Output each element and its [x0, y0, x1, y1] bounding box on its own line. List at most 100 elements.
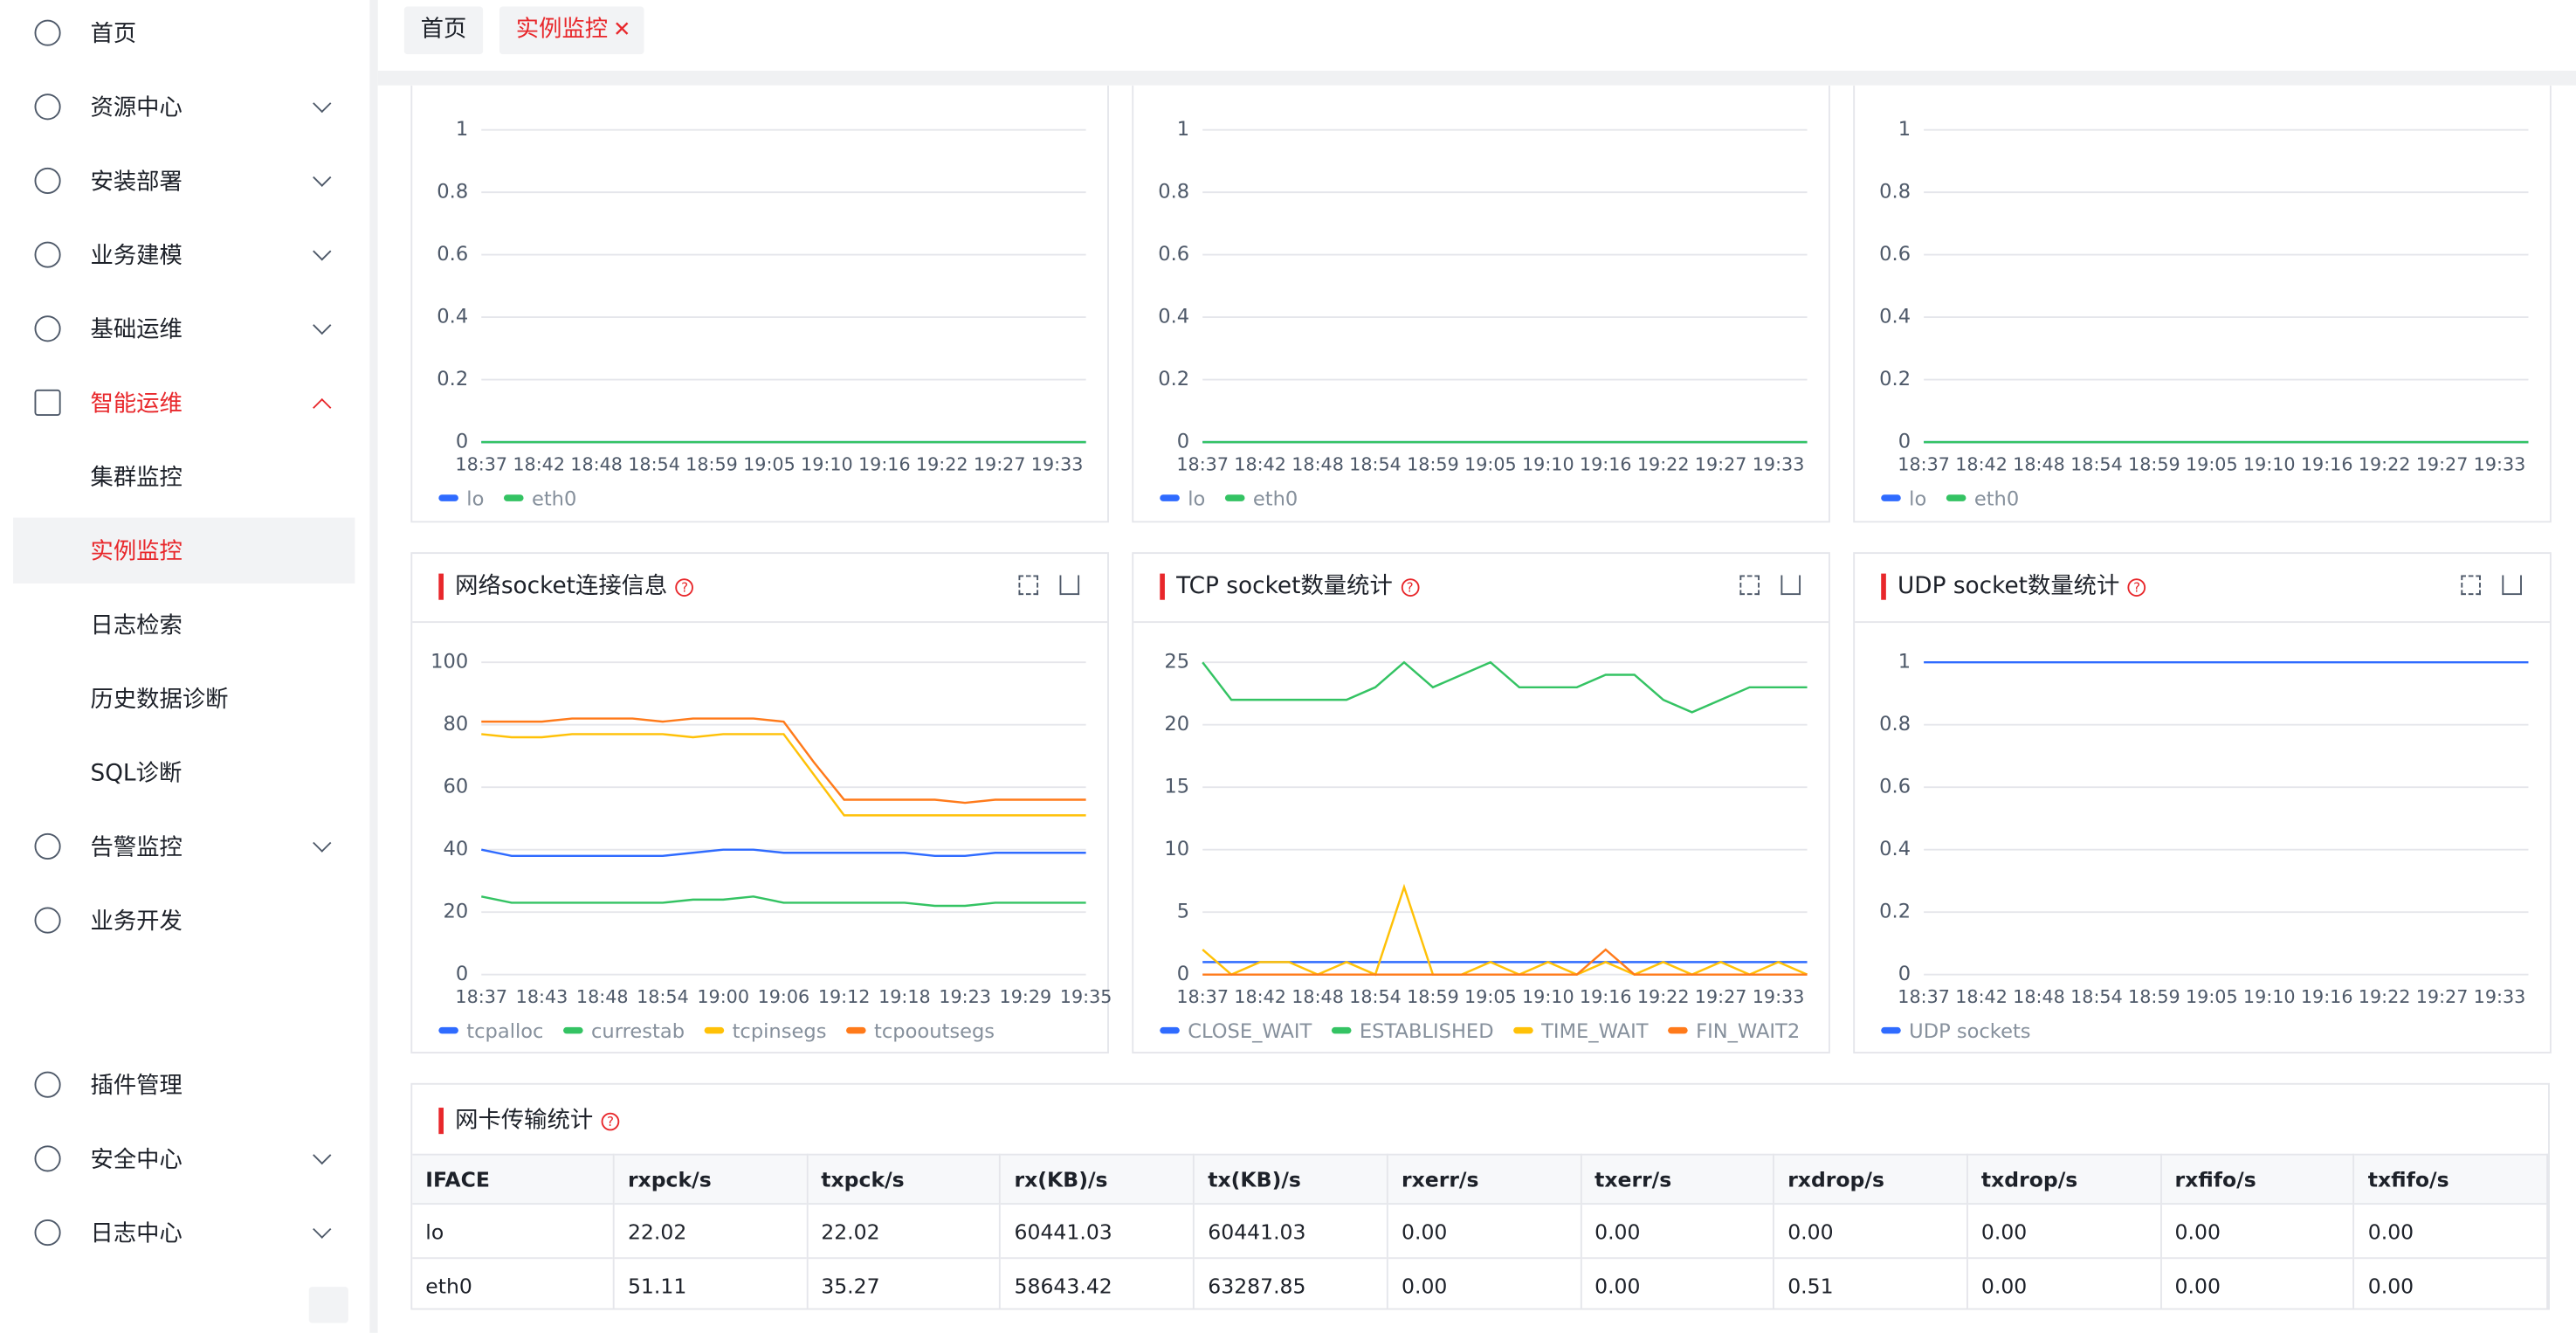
series-line — [1202, 948, 1808, 976]
content: 0 0.2 0.4 0.6 0.8 1 18:37 18:42 18:48 18:54 18:59 1… — [377, 85, 2576, 1333]
tab[interactable]: 首页 — [403, 6, 484, 55]
legend-swatch — [1224, 494, 1245, 501]
chart-card: 0 0.2 0.4 0.6 0.8 1 18:37 18:42 18:48 18:54 18:59 1… — [1853, 85, 2552, 523]
x-tick-label: 18:37 — [1898, 986, 1950, 1007]
menu-item[interactable]: 告警监控 — [90, 834, 183, 861]
menu-highlight — [13, 517, 355, 584]
fullscreen-button[interactable] — [1739, 575, 1760, 596]
x-tick-label: 19:33 — [1031, 453, 1084, 474]
x-tick-label: 19:22 — [2359, 986, 2411, 1007]
table-row: lo 22.02 22.02 60441.03 60441.03 0.00 0.00 0.00… — [412, 1203, 2549, 1259]
separator — [377, 70, 2576, 86]
collapse-button[interactable] — [308, 1287, 348, 1323]
y-tick-label: 1 — [1898, 651, 1911, 673]
x-tick-label: 19:22 — [916, 453, 968, 474]
chart-title-text: UDP socket数量统计 — [1898, 573, 2120, 600]
y-tick-label: 0.2 — [1879, 901, 1911, 923]
y-tick-label: 0.8 — [437, 181, 468, 204]
table-cell: 0.00 — [2353, 1203, 2549, 1259]
menu-item[interactable]: 智能运维 — [90, 390, 183, 418]
legend-label: UDP sockets — [1909, 1020, 2030, 1043]
help-icon[interactable]: ? — [1401, 577, 1419, 597]
menu-item[interactable]: 业务开发 — [90, 908, 183, 936]
series-line — [481, 848, 1086, 858]
close-icon[interactable]: ✕ — [612, 17, 631, 43]
download-button[interactable] — [1780, 575, 1801, 596]
x-tick-label: 19:22 — [1637, 453, 1690, 474]
menu-item[interactable]: 插件管理 — [90, 1073, 183, 1100]
card-header — [1855, 554, 2550, 624]
legend-label: ESTABLISHED — [1360, 1020, 1494, 1043]
y-tick-label: 0.6 — [1879, 776, 1911, 798]
x-tick-label: 18:54 — [1349, 453, 1402, 474]
x-tick-label: 18:59 — [2128, 986, 2180, 1007]
table-cell: 35.27 — [807, 1257, 1002, 1309]
chart: 0 20 40 60 80 100 18:37 18:43 18:48 18:54 19:00 19:… — [430, 651, 1111, 1043]
x-tick-label: 18:59 — [685, 453, 738, 474]
y-tick-label: 15 — [1164, 776, 1189, 798]
menu-item[interactable]: 日志检索 — [90, 612, 183, 639]
chevron — [313, 833, 332, 853]
menu-icon — [34, 315, 61, 342]
download-button[interactable] — [1059, 575, 1080, 596]
x-tick-label: 19:06 — [758, 986, 810, 1007]
help-icon[interactable]: ? — [2127, 577, 2146, 597]
x-tick-label: 19:18 — [878, 986, 931, 1007]
legend-swatch — [563, 1026, 583, 1034]
menu-item[interactable]: 基础运维 — [90, 317, 183, 344]
table-cell: eth0 — [412, 1257, 615, 1309]
menu-item[interactable]: 实例监控 — [90, 539, 183, 566]
table-cell: 22.02 — [807, 1203, 1002, 1259]
x-tick-label: 19:27 — [2416, 986, 2469, 1007]
x-tick-label: 18:59 — [1407, 453, 1459, 474]
help-icon[interactable]: ? — [675, 577, 694, 597]
download-button[interactable] — [2502, 575, 2522, 596]
x-tick-label: 19:33 — [1753, 453, 1805, 474]
legend-label: CLOSE_WAIT — [1188, 1020, 1312, 1043]
table-row: eth0 51.11 35.27 58643.42 63287.85 0.00 0.00 0.… — [412, 1257, 2549, 1309]
legend-label: eth0 — [1253, 487, 1298, 510]
menu-item[interactable]: 安全中心 — [90, 1147, 183, 1174]
menu-item[interactable]: 日志中心 — [90, 1220, 183, 1247]
x-tick-label: 19:23 — [939, 986, 991, 1007]
x-tick-label: 19:33 — [2474, 986, 2526, 1007]
menu-item[interactable]: 业务建模 — [90, 243, 183, 270]
x-tick-label: 19:22 — [2359, 453, 2411, 474]
series-line — [1202, 883, 1808, 977]
x-tick-label: 19:05 — [2186, 986, 2238, 1007]
menu-icon — [34, 1219, 61, 1247]
x-tick-label: 18:54 — [2070, 453, 2123, 474]
table-cell: 0.00 — [1966, 1257, 2162, 1309]
legend-label: eth0 — [532, 487, 576, 510]
chart: 0 5 10 15 20 25 18:37 18:42 18:48 18:54 18:59 19:05… — [1160, 651, 1808, 1043]
help-icon[interactable]: ? — [601, 1111, 620, 1130]
y-tick-label: 0.4 — [1158, 306, 1189, 328]
x-tick-label: 18:59 — [2128, 453, 2180, 474]
x-tick-label: 18:37 — [455, 453, 507, 474]
menu-item[interactable]: 集群监控 — [90, 465, 183, 492]
tab-active[interactable]: 实例监控 ✕ — [499, 6, 644, 55]
y-tick-label: 0.2 — [1158, 368, 1189, 390]
chart-card: 网络socket连接信息? 0 20 40 60 80 100 18:37 18:43 18:48… — [410, 552, 1111, 1053]
x-tick-label: 19:16 — [2301, 986, 2353, 1007]
chart-title-text: TCP socket数量统计 — [1176, 573, 1393, 600]
menu-icon — [34, 167, 61, 195]
legend-label: tcpinsegs — [733, 1020, 827, 1043]
menu-item[interactable]: 历史数据诊断 — [90, 687, 229, 714]
x-tick-label: 18:42 — [1955, 986, 2008, 1007]
x-tick-label: 19:05 — [743, 453, 796, 474]
x-tick-label: 18:48 — [2013, 986, 2065, 1007]
menu-item[interactable]: 安装部署 — [90, 169, 183, 196]
table-cell: 51.11 — [613, 1257, 809, 1309]
menu-icon — [34, 93, 61, 121]
fullscreen-button[interactable] — [2461, 575, 2481, 596]
x-tick-label: 19:10 — [1522, 453, 1574, 474]
menu-item[interactable]: 首页 — [90, 21, 137, 48]
menu-item[interactable]: SQL诊断 — [90, 761, 183, 788]
tab-bar: 首页 实例监控 ✕ — [378, 0, 2576, 71]
legend-label: TIME_WAIT — [1540, 1020, 1649, 1043]
y-tick-label: 0.8 — [1158, 181, 1189, 204]
menu-item[interactable]: 资源中心 — [90, 95, 183, 122]
fullscreen-button[interactable] — [1018, 575, 1039, 596]
